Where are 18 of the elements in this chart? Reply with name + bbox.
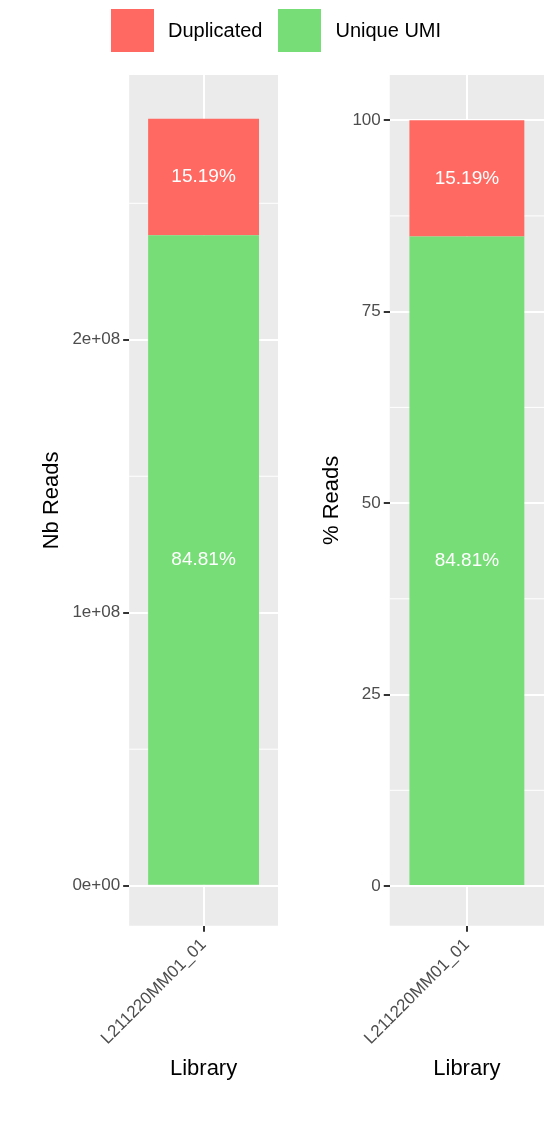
y-axis-title: Nb Reads	[38, 451, 64, 550]
annotation: 84.81%	[171, 548, 236, 570]
x-axis-title: Library	[169, 1054, 238, 1080]
y-tick-label: 25	[361, 684, 381, 704]
y-tick-label: 0e+00	[72, 875, 121, 895]
y-tick-label: 75	[361, 301, 381, 321]
data-label: 84.81%	[434, 548, 500, 570]
legend-label: Duplicated	[167, 18, 263, 42]
x-axis-title: Library	[433, 1054, 501, 1080]
y-tick-label: 2e+08	[72, 329, 121, 349]
annotation: 15.19%	[171, 165, 236, 187]
data-label: 15.19%	[434, 166, 500, 188]
y-tick-label: 1e+08	[72, 602, 121, 622]
y-tick-label: 50	[361, 492, 381, 512]
legend-label: Unique UMI	[335, 18, 442, 42]
y-tick-label: 0	[371, 875, 381, 895]
y-axis-title: % Reads	[318, 455, 344, 546]
y-tick-label: 100	[352, 109, 381, 129]
